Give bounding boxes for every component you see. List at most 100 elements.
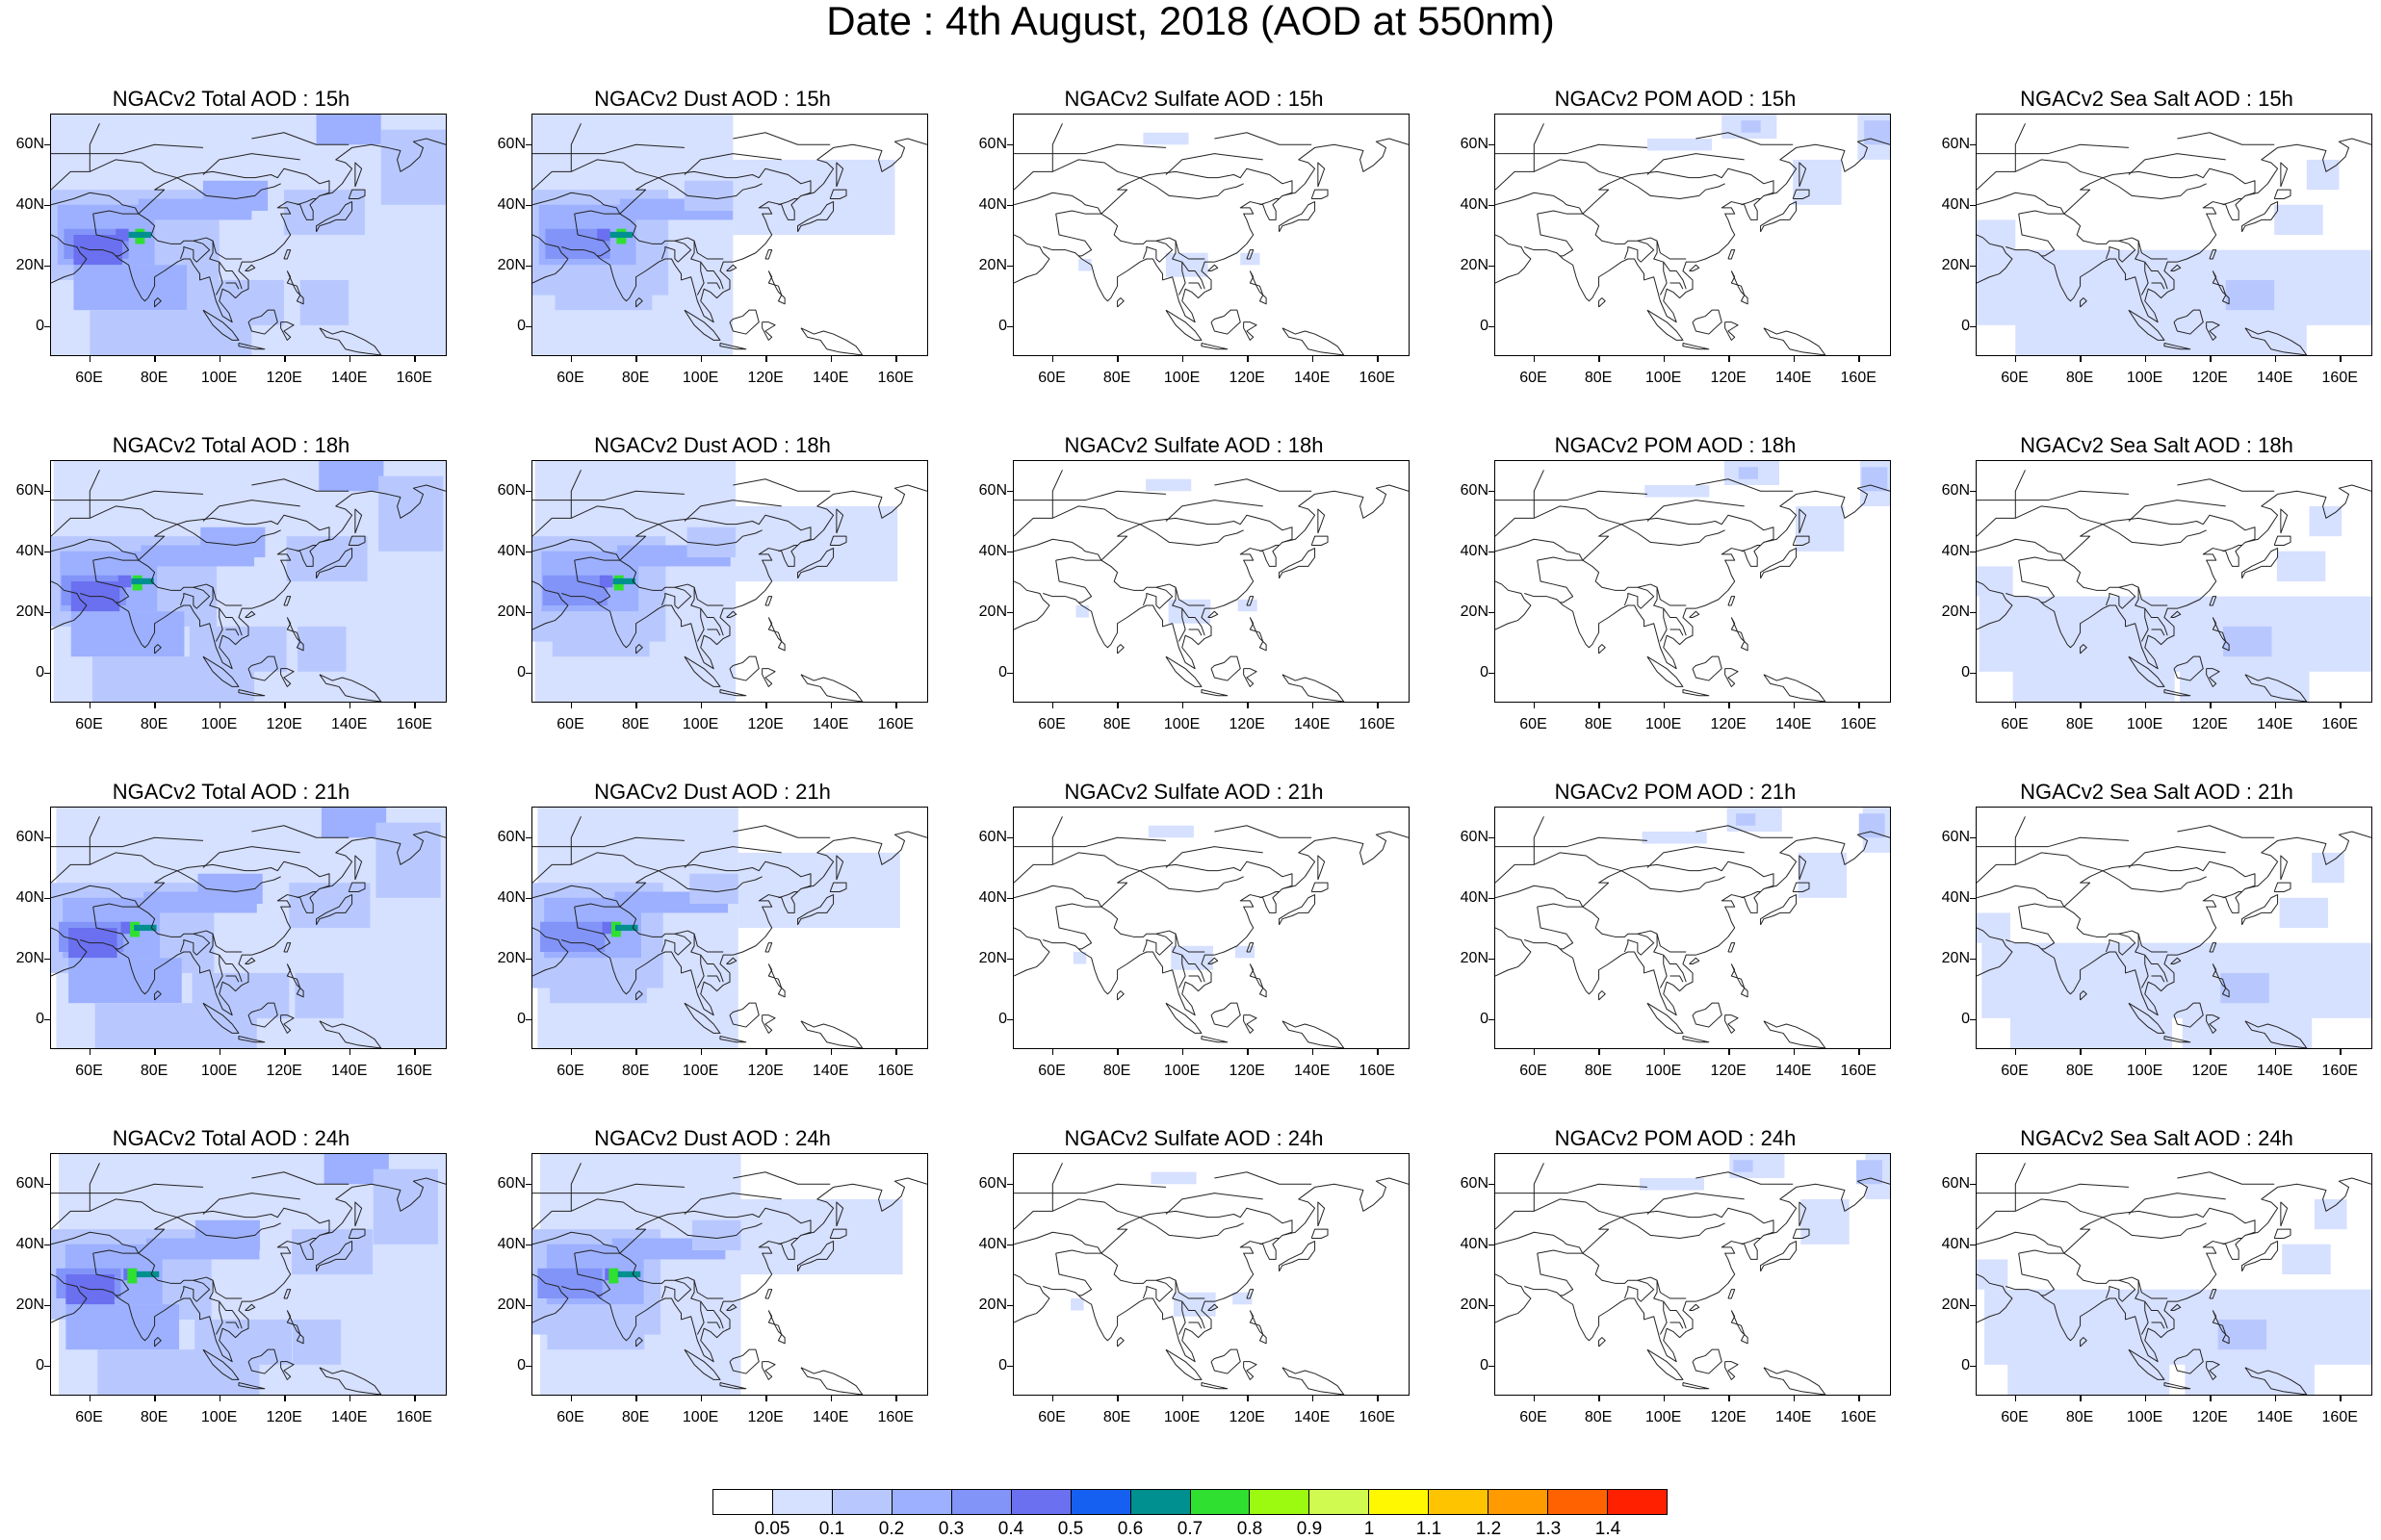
map-outline [1055, 213, 1093, 257]
map-outline [1582, 860, 1774, 908]
map-outline [1181, 954, 1205, 983]
longitude-tick-label: 160E [396, 370, 432, 386]
map-outline [89, 123, 100, 172]
longitude-tick [1663, 703, 1666, 708]
map-outline [1014, 490, 1166, 501]
latitude-tick-label: 20N [1941, 256, 1970, 273]
map-outline [1014, 143, 1166, 155]
map-outline [2241, 1241, 2279, 1272]
longitude-tick [89, 356, 91, 362]
map-outline [1210, 655, 1241, 681]
latitude-tick [44, 611, 50, 613]
map-outline [2170, 957, 2182, 964]
latitude-tick-label: 20N [15, 603, 44, 620]
longitude-tick-label: 140E [813, 1409, 849, 1425]
map-outline [570, 123, 582, 172]
latitude-tick [1970, 897, 1976, 899]
longitude-tick-label: 160E [877, 1409, 914, 1425]
longitude-tick [1858, 1396, 1860, 1401]
longitude-tick [284, 1049, 286, 1055]
latitude-tick [1970, 1183, 1976, 1185]
map-outline [684, 1348, 721, 1380]
longitude-tick-label: 160E [1840, 1063, 1876, 1079]
longitude-tick-label: 120E [1229, 370, 1265, 386]
map-outline [1533, 816, 1544, 865]
longitude-tick [570, 1049, 573, 1055]
longitude-tick-label: 160E [877, 370, 914, 386]
map-panel-total-24h: NGACv2 Total AOD : 24h 60N 40N 20N 0 60E 80E 10… [0, 1124, 462, 1451]
panel-title: NGACv2 Dust AOD : 21h [594, 780, 831, 804]
latitude-tick [526, 672, 531, 674]
map-outline [1537, 213, 1574, 257]
map-outline [1055, 1249, 1205, 1299]
colorbar-label: 0.2 [878, 1519, 905, 1539]
map-outline [283, 942, 292, 953]
longitude-tick-label: 80E [621, 370, 650, 386]
latitude-tick-label: 60N [978, 481, 1007, 499]
latitude-tick-label: 0 [998, 1010, 1007, 1027]
map-panel-dust-24h: NGACv2 Dust AOD : 24h 60N 40N 20N 0 60E 80E 100… [481, 1124, 944, 1451]
map-outline [660, 1286, 676, 1299]
map-outline [2212, 963, 2230, 998]
longitude-tick [1377, 1396, 1379, 1401]
map-outline [836, 508, 844, 534]
latitude-tick-label: 40N [1941, 1235, 1970, 1252]
map-outline [1689, 610, 1700, 618]
map-outline [1014, 836, 1166, 848]
map-outline [51, 580, 88, 630]
map-outline [1799, 162, 1807, 188]
longitude-tick [1247, 703, 1249, 708]
map-outline [1620, 524, 1725, 546]
colorbar-label: 1 [1363, 1519, 1375, 1539]
longitude-tick [1858, 703, 1860, 708]
aod-shading-cell [740, 1198, 903, 1275]
latitude-tick-label: 0 [1961, 1010, 1970, 1027]
map-outline [1763, 674, 1826, 702]
map-outline [51, 538, 140, 561]
map-outline [2151, 629, 2165, 636]
map-outline [1201, 1036, 1229, 1043]
map-outline [297, 891, 317, 899]
map-outline [193, 240, 211, 263]
map-outline [1014, 580, 1050, 630]
latitude-tick [1488, 1304, 1494, 1306]
latitude-tick [1970, 204, 1976, 206]
map-outline [2018, 559, 2056, 603]
map-outline [1207, 610, 1219, 618]
aod-shading-cell [128, 231, 152, 239]
latitude-tick [526, 1018, 531, 1020]
map-outline [1165, 1002, 1203, 1034]
aod-shading-cell [289, 883, 371, 929]
latitude-tick-label: 20N [978, 603, 1007, 620]
map-outline [635, 1337, 643, 1348]
map-plot-area [1013, 807, 1410, 1049]
longitude-tick-label: 160E [396, 1063, 432, 1079]
map-plot-area [531, 114, 928, 356]
map-outline [797, 1241, 835, 1272]
latitude-tick [44, 836, 50, 838]
map-outline [762, 1014, 776, 1034]
map-panel-seasalt-21h: NGACv2 Sea Salt AOD : 21h 60N 40N 20N 0 60E 80… [1926, 778, 2381, 1105]
longitude-tick [2210, 1396, 2212, 1401]
map-outline [2280, 162, 2289, 188]
map-outline [1682, 1036, 1710, 1043]
map-outline [1139, 177, 1244, 199]
latitude-tick [526, 1244, 531, 1245]
map-outline [2105, 939, 2120, 953]
longitude-tick-label: 80E [1102, 1063, 1131, 1079]
map-outline [2018, 1249, 2168, 1299]
map-outline [700, 1300, 724, 1329]
map-outline [1259, 545, 1280, 552]
map-outline [2144, 1300, 2168, 1329]
map-outline [2105, 593, 2120, 606]
aod-shading-cell [733, 159, 895, 236]
latitude-tick [526, 836, 531, 838]
longitude-tick [1858, 356, 1860, 362]
latitude-tick-label: 60N [15, 481, 44, 499]
map-outline [1682, 343, 1710, 350]
aod-shading-cell [2314, 1198, 2347, 1230]
latitude-tick [526, 143, 531, 145]
map-outline [1495, 159, 1622, 191]
map-outline [570, 470, 582, 519]
map-outline [2128, 846, 2226, 868]
